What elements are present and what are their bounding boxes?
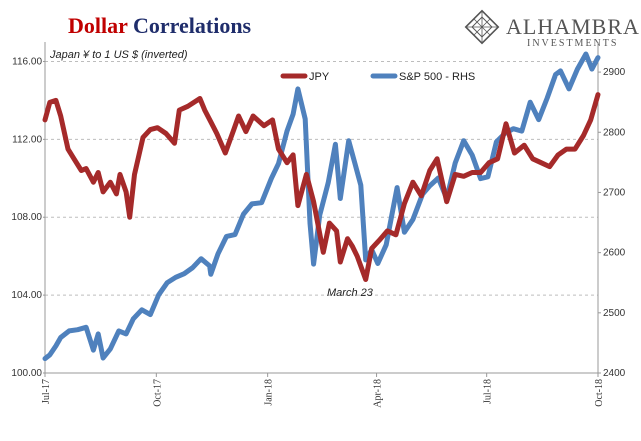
left-tick-label: 112.00: [12, 134, 42, 145]
logo-sub: INVESTMENTS: [527, 38, 618, 49]
x-tick-label: Oct-18: [594, 379, 605, 407]
chart-title: Dollar Correlations: [68, 13, 252, 38]
diamond-lattice-icon: [464, 9, 500, 45]
right-tick-label: 2900: [603, 67, 626, 78]
right-tick-label: 2800: [603, 127, 626, 138]
right-tick-label: 2600: [603, 248, 626, 259]
chart-subtitle: Japan ¥ to 1 US $ (inverted): [49, 49, 188, 61]
x-tick-label: Apr-18: [373, 379, 384, 408]
left-tick-label: 108.00: [11, 212, 42, 223]
x-axis-ticks: Jul-17 Oct-17 Jan-18 Apr-18 Jul-18 Oct-18: [41, 373, 605, 408]
series-line-jpy: [42, 92, 601, 282]
title-part-dollar: Dollar: [68, 13, 128, 38]
grid-lines: [45, 60, 598, 296]
legend-label-1: S&P 500 - RHS: [399, 71, 475, 83]
left-tick-label: 104.00: [11, 290, 42, 301]
annotation-march-23: March 23: [327, 287, 374, 299]
legend-label-0: JPY: [309, 71, 330, 83]
x-tick-label: Jul-17: [41, 379, 52, 404]
logo-name: ALHAMBRA: [506, 14, 640, 39]
legend: JPY S&P 500 - RHS: [280, 71, 475, 83]
x-tick-label: Oct-17: [152, 379, 163, 407]
left-tick-label: 100.00: [11, 368, 42, 379]
left-axis-ticks: 100.00 104.00 108.00 112.00 116.00: [11, 56, 45, 379]
title-part-correlations: Correlations: [127, 13, 251, 38]
right-axis-ticks: 2400 2500 2600 2700 2800 2900: [598, 67, 626, 379]
left-tick-label: 116.00: [12, 56, 42, 67]
right-tick-label: 2500: [603, 308, 626, 319]
right-tick-label: 2400: [603, 368, 626, 379]
series-lines: [42, 51, 601, 362]
x-tick-label: Jul-18: [483, 379, 494, 404]
right-tick-label: 2700: [603, 187, 626, 198]
x-tick-label: Jan-18: [264, 379, 275, 406]
